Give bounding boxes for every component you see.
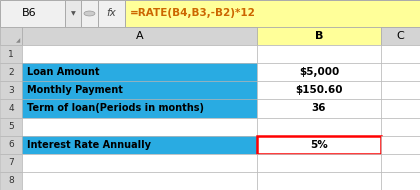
Bar: [257, 63, 381, 81]
Text: 3: 3: [8, 86, 14, 95]
Bar: [257, 45, 381, 63]
Text: 2: 2: [8, 68, 14, 77]
Bar: [0, 45, 22, 63]
Bar: [257, 154, 381, 172]
Bar: [22, 45, 257, 63]
Text: 1: 1: [8, 50, 14, 59]
Bar: [0, 172, 22, 190]
Bar: [0, 63, 22, 81]
Bar: [257, 27, 381, 45]
Bar: [22, 154, 257, 172]
Bar: [81, 0, 98, 27]
Text: Monthly Payment: Monthly Payment: [27, 85, 123, 95]
Text: Term of loan(Periods in months): Term of loan(Periods in months): [27, 103, 204, 113]
Bar: [257, 117, 381, 136]
Bar: [381, 45, 420, 63]
Bar: [22, 81, 257, 99]
Bar: [0, 117, 22, 136]
Text: 8: 8: [8, 177, 14, 185]
Text: ▼: ▼: [71, 11, 76, 16]
Bar: [22, 136, 257, 154]
Bar: [257, 99, 381, 117]
Text: Loan Amount: Loan Amount: [27, 67, 100, 77]
Bar: [22, 27, 257, 45]
Bar: [381, 99, 420, 117]
Bar: [381, 63, 420, 81]
Text: B: B: [315, 31, 323, 41]
Bar: [381, 172, 420, 190]
Bar: [381, 154, 420, 172]
Bar: [257, 172, 381, 190]
Bar: [0, 136, 22, 154]
Text: $5,000: $5,000: [299, 67, 339, 77]
Text: A: A: [136, 31, 143, 41]
Bar: [257, 81, 381, 99]
Bar: [257, 136, 381, 154]
Bar: [65, 0, 81, 27]
Bar: [22, 99, 257, 117]
Bar: [381, 136, 420, 154]
Circle shape: [84, 11, 95, 16]
Text: 5%: 5%: [310, 140, 328, 150]
Bar: [0, 81, 22, 99]
Text: 4: 4: [8, 104, 14, 113]
Text: 36: 36: [312, 103, 326, 113]
Bar: [125, 0, 420, 27]
Text: 5: 5: [8, 122, 14, 131]
Bar: [22, 117, 257, 136]
Text: ◢: ◢: [16, 38, 20, 43]
Text: $150.60: $150.60: [295, 85, 343, 95]
Bar: [22, 172, 257, 190]
Text: Interest Rate Annually: Interest Rate Annually: [27, 140, 151, 150]
Text: B6: B6: [22, 9, 37, 18]
Text: C: C: [396, 31, 404, 41]
Bar: [381, 27, 420, 45]
Bar: [98, 0, 125, 27]
Bar: [0, 154, 22, 172]
Bar: [22, 63, 257, 81]
Text: 6: 6: [8, 140, 14, 149]
Bar: [381, 117, 420, 136]
Text: =RATE(B4,B3,-B2)*12: =RATE(B4,B3,-B2)*12: [130, 9, 256, 18]
Bar: [0, 27, 22, 45]
Bar: [0, 0, 65, 27]
Bar: [0, 99, 22, 117]
Bar: [381, 81, 420, 99]
Text: fx: fx: [107, 9, 116, 18]
Text: 7: 7: [8, 158, 14, 167]
